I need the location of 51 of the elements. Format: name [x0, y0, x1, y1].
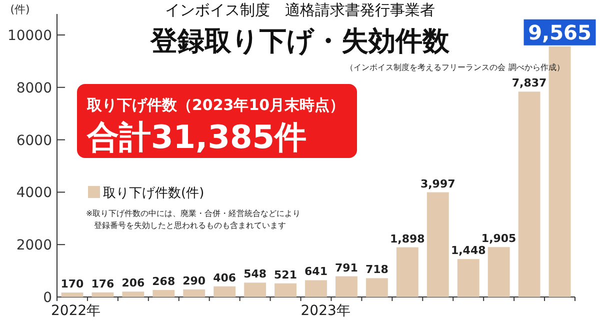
bar	[305, 280, 327, 297]
annotation: ※取り下げ件数の中には、廃業・合併・経営統合などにより	[86, 209, 301, 218]
bar	[488, 247, 510, 297]
annotation: 取り下げ件数（2023年10月末時点）	[86, 96, 345, 114]
data-label: 406	[213, 271, 236, 284]
annotation: 登録番号を失効したと思われるものも含まれています	[94, 221, 286, 230]
chart-subtitle: インボイス制度 適格請求書発行事業者	[165, 1, 435, 19]
data-label: 791	[334, 261, 358, 274]
legend-label: 取り下げ件数(件)	[103, 186, 204, 201]
bar	[336, 276, 358, 297]
bar	[152, 290, 175, 297]
bar	[396, 247, 418, 297]
data-label: 718	[365, 263, 388, 276]
annotation: （インボイス制度を考えるフリーランスの会 調べから作成）	[346, 63, 564, 72]
bar	[122, 292, 144, 297]
bar	[457, 259, 480, 297]
bar	[61, 292, 84, 297]
data-label: 641	[304, 265, 328, 278]
y-tick-label: 10000	[7, 28, 52, 44]
data-label: 548	[244, 268, 267, 281]
y-tick-label: 8000	[16, 80, 52, 96]
y-tick-label: 6000	[16, 132, 52, 149]
bar	[214, 286, 236, 297]
bar	[92, 292, 114, 297]
data-label: 176	[91, 277, 115, 290]
annotation: 合計31,385件	[86, 118, 306, 156]
bar	[244, 282, 266, 297]
y-tick-label: 0	[43, 290, 52, 306]
y-tick-label: 4000	[16, 185, 52, 202]
data-label: 521	[274, 268, 298, 282]
data-label: 290	[182, 274, 206, 288]
data-label: 1,898	[390, 232, 425, 246]
data-label: 9,565	[528, 20, 592, 44]
y-axis-title: (件)	[10, 3, 30, 16]
bar	[426, 192, 449, 297]
data-label: 206	[122, 276, 145, 290]
data-label: 7,837	[512, 76, 547, 90]
bar	[366, 278, 388, 297]
data-label: 1,905	[481, 232, 516, 246]
bar	[274, 283, 296, 297]
text: 登録取り下げ・失効件数	[150, 26, 450, 57]
x-tick-label: 2023年	[300, 303, 350, 319]
bar	[518, 92, 540, 297]
x-tick-label: 2022年	[51, 303, 101, 319]
bar	[548, 46, 571, 297]
data-label: 170	[60, 278, 84, 291]
data-label: 3,997	[420, 177, 456, 190]
bar	[183, 289, 206, 297]
y-tick-label: 2000	[16, 238, 52, 254]
data-label: 1,448	[450, 244, 486, 258]
data-label: 268	[152, 274, 176, 288]
